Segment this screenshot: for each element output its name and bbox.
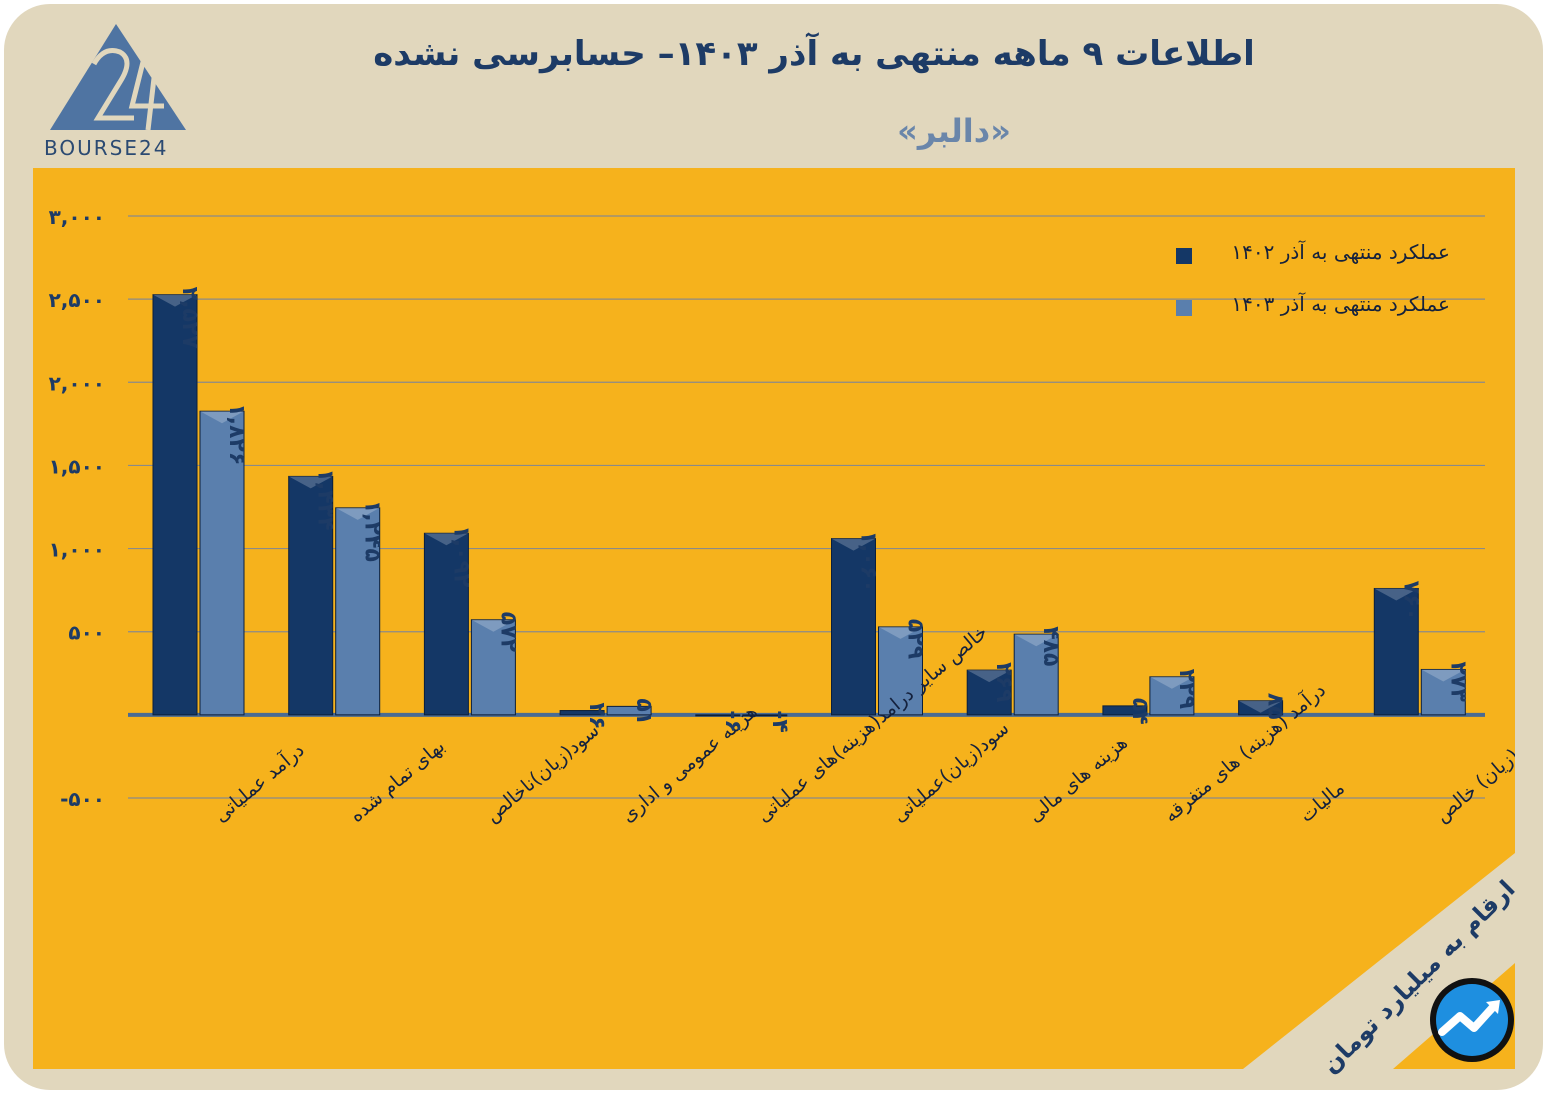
logo-text: BOURSE24 bbox=[44, 136, 169, 160]
bar-bevel bbox=[288, 476, 333, 489]
y-tick-label: ۱,۰۰۰ bbox=[49, 538, 105, 562]
category-label: هزینه های مالی bbox=[1024, 732, 1132, 827]
data-label: ۸۵ bbox=[1263, 693, 1288, 720]
bar-1402-3 bbox=[559, 710, 605, 716]
category-label: سود(زیان)ناخالص bbox=[481, 719, 603, 826]
bar-bevel bbox=[424, 533, 469, 546]
data-label: ۵۲۹ bbox=[903, 619, 928, 659]
bar-1403-7 bbox=[1149, 676, 1195, 716]
bar-bevel bbox=[1149, 676, 1194, 689]
bar-bevel bbox=[831, 538, 876, 551]
data-label: ۵۷۲ bbox=[495, 612, 520, 653]
data-label: ۲۷۳ bbox=[1445, 661, 1470, 702]
bar-bevel bbox=[1238, 700, 1283, 713]
bar-1402-7 bbox=[1102, 705, 1148, 716]
legend-swatch-1402 bbox=[1176, 248, 1192, 264]
data-label: ۲۶۹ bbox=[991, 662, 1016, 702]
legend-swatch-1403 bbox=[1176, 300, 1192, 316]
bar-bevel bbox=[1374, 588, 1419, 601]
category-label: درآمد عملیاتی bbox=[209, 737, 309, 826]
data-label: ۵۴ bbox=[1127, 698, 1152, 725]
data-label: ۱,۲۴۵ bbox=[360, 500, 385, 562]
bar-bevel bbox=[471, 619, 516, 632]
legend-item-1403: عملکرد منتهی به آذر ۱۴۰۳ bbox=[1170, 292, 1450, 318]
bar-1403-6 bbox=[1013, 633, 1059, 716]
bar-1402-4 bbox=[695, 714, 741, 717]
bar-1403-5 bbox=[878, 626, 923, 716]
bar-bevel bbox=[153, 294, 197, 307]
bar-1403-1 bbox=[335, 507, 381, 716]
chart-panel: ۳,۰۰۰ ۲,۵۰۰ ۲,۰۰۰ ۱,۵۰۰ ۱,۰۰۰ ۵۰۰ -۵۰۰ ۲,۵۲۷ ۱,… bbox=[33, 168, 1521, 1079]
bar-chart: ۳,۰۰۰ ۲,۵۰۰ ۲,۰۰۰ ۱,۵۰۰ ۱,۰۰۰ ۵۰۰ -۵۰۰ ۲,۵۲۷ ۱,… bbox=[49, 205, 1515, 1069]
bar-1402-1 bbox=[288, 475, 334, 716]
bar-bevel bbox=[335, 507, 380, 520]
legend-label-1403: عملکرد منتهی به آذر ۱۴۰۳ bbox=[1231, 292, 1450, 316]
data-label: ۲۲۹ bbox=[1174, 669, 1199, 709]
data-label: ۲,۵۲۷ bbox=[177, 287, 202, 350]
y-tick-label: ۱,۵۰۰ bbox=[49, 454, 105, 478]
chart-legend: عملکرد منتهی به آذر ۱۴۰۲ عملکرد منتهی به… bbox=[1170, 240, 1450, 344]
data-label: ۷۶۰ bbox=[1398, 580, 1423, 620]
y-tick-label: -۵۰۰ bbox=[60, 787, 105, 811]
data-label: ۵۱ bbox=[631, 698, 656, 725]
trend-badge-icon bbox=[1430, 978, 1514, 1062]
bar-bevel bbox=[1014, 634, 1059, 647]
bar-1402-0 bbox=[152, 294, 198, 716]
bar-1402-2 bbox=[423, 532, 469, 716]
data-label: ۱,۰۶۰ bbox=[856, 531, 881, 593]
bar-1402-9 bbox=[1373, 587, 1419, 716]
data-label: -۴ bbox=[767, 710, 792, 733]
data-label: ۲۶ bbox=[584, 703, 609, 730]
data-label: -۶ bbox=[720, 710, 745, 733]
bar-1403-4 bbox=[742, 714, 788, 717]
bar-1403-0 bbox=[199, 410, 245, 716]
y-tick-label: ۲,۰۰۰ bbox=[49, 371, 105, 395]
legend-item-1402: عملکرد منتهی به آذر ۱۴۰۲ bbox=[1170, 240, 1450, 266]
legend-label-1402: عملکرد منتهی به آذر ۱۴۰۲ bbox=[1231, 240, 1450, 264]
data-label: ۱,۰۹۲ bbox=[448, 525, 473, 588]
bar-1402-6 bbox=[966, 669, 1012, 716]
bar-1403-2 bbox=[470, 619, 516, 716]
category-label: سود(زیان) خالص bbox=[1431, 723, 1515, 827]
data-label: ۱,۸۲۶ bbox=[224, 403, 249, 465]
chart-subtitle: «دالبر» bbox=[897, 112, 1011, 150]
bar-1403-9 bbox=[1420, 668, 1466, 716]
bar-bevel bbox=[878, 626, 923, 639]
category-label: مالیات bbox=[1296, 777, 1349, 827]
bar-1403-3 bbox=[606, 705, 652, 716]
data-label: ۴۸۵ bbox=[1038, 626, 1063, 666]
bourse24-logo bbox=[50, 24, 186, 131]
category-label: بهای تمام شده bbox=[346, 735, 449, 827]
bar-1402-8 bbox=[1238, 700, 1284, 716]
y-tick-label: ۳,۰۰۰ bbox=[49, 205, 105, 229]
bar-1402-5 bbox=[831, 538, 876, 716]
chart-title: اطلاعات ۹ ماهه منتهی به آذر ۱۴۰۳– حسابرس… bbox=[373, 34, 1255, 74]
bar-bevel bbox=[967, 670, 1012, 683]
bar-bevel bbox=[200, 411, 244, 424]
y-tick-label: ۲,۵۰۰ bbox=[49, 288, 105, 312]
data-label: ۱,۴۳۴ bbox=[313, 468, 338, 530]
y-tick-label: ۵۰۰ bbox=[68, 621, 105, 645]
bar-bevel bbox=[1421, 669, 1466, 682]
category-label: سود(زیان)عملیاتی bbox=[888, 717, 1013, 827]
